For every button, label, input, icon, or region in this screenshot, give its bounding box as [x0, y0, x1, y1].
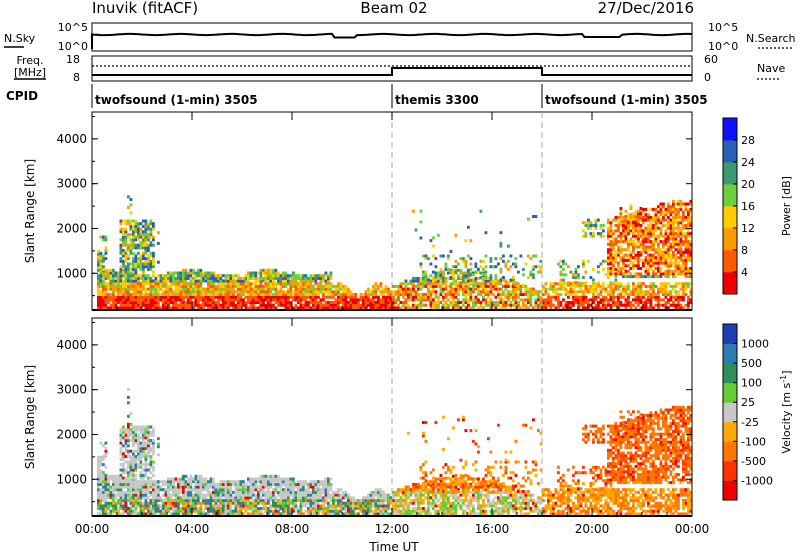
- x-axis-label: Time UT: [368, 540, 419, 554]
- colorbar-tick-label: -25: [741, 416, 759, 429]
- y-tick-label: 4000: [56, 338, 87, 352]
- velocity-panel: 1000 2000 3000 4000 Slant Range [km] 00:00 04:…: [23, 317, 793, 536]
- x-tick-label: 12:00: [375, 522, 410, 536]
- colorbar-tick-label: 100: [741, 377, 762, 390]
- nsky-label: N.Sky: [4, 32, 36, 45]
- cpid-mode-label: themis 3300: [395, 93, 479, 107]
- x-tick-label: 20:00: [575, 522, 610, 536]
- y-axis-label: Slant Range [km]: [23, 159, 37, 263]
- nsky-trace: [91, 32, 693, 49]
- colorbar-label: Velocity [m s-1]: [779, 370, 793, 453]
- freq-trace: [92, 67, 692, 76]
- colorbar-tick-label: 8: [741, 244, 748, 257]
- nsearch-tick-bottom: 10^0: [708, 40, 738, 53]
- y-axis-label: Slant Range [km]: [23, 365, 37, 469]
- nsky-tick-top: 10^5: [58, 21, 88, 34]
- nsky-panel: N.Sky 10^5 10^0 10^5 10^0 N.Search: [4, 21, 796, 53]
- y-tick-label: 4000: [56, 132, 87, 146]
- colorbar-tick-label: -100: [741, 435, 766, 448]
- power-cells: [97, 195, 693, 310]
- cpid-mode-label: twofsound (1-min) 3505: [545, 93, 708, 107]
- colorbar-label: Power [dB]: [780, 176, 793, 236]
- y-tick-label: 3000: [56, 177, 87, 191]
- cpid-mode-label: twofsound (1-min) 3505: [95, 93, 258, 107]
- freq-tick-bottom: 8: [73, 71, 80, 84]
- velocity-colorbar: 1000 500 100 25 -25 -100 -500 -1000 Velocity [m …: [722, 323, 793, 501]
- y-tick-label: 3000: [56, 383, 87, 397]
- beam-title: Beam 02: [360, 0, 427, 17]
- y-tick-label: 1000: [56, 472, 87, 486]
- x-tick-label: 08:00: [275, 522, 310, 536]
- colorbar-tick-label: 1000: [741, 338, 769, 351]
- freq-label: Freq.: [16, 54, 43, 67]
- power-panel: 1000 2000 3000 4000 Slant Range [km] 4 8 12 16 20…: [23, 111, 793, 311]
- x-tick-label: 00:00: [75, 522, 110, 536]
- nave-label: Nave: [757, 62, 785, 75]
- freq-tick-top: 18: [66, 53, 80, 66]
- cpid-label: CPID: [6, 89, 38, 103]
- cpid-strip: CPID twofsound (1-min) 3505 themis 3300 tw…: [6, 84, 708, 108]
- nsky-tick-bottom: 10^0: [58, 40, 88, 53]
- x-tick-label: 00:00: [675, 522, 710, 536]
- x-tick-label: 04:00: [175, 522, 210, 536]
- nsearch-tick-top: 10^5: [708, 21, 738, 34]
- colorbar-tick-label: -1000: [741, 474, 773, 487]
- y-tick-label: 2000: [56, 427, 87, 441]
- nave-tick-top: 60: [704, 53, 718, 66]
- colorbar-tick-label: -500: [741, 455, 766, 468]
- freq-panel: Freq. [MHz] 18 8 60 0 Nave: [14, 53, 786, 84]
- colorbar-tick-label: 20: [741, 178, 755, 191]
- colorbar-tick-label: 16: [741, 200, 755, 213]
- nsearch-label: N.Search: [746, 32, 796, 45]
- colorbar-tick-label: 28: [741, 134, 755, 147]
- power-colorbar: 4 8 12 16 20 24 28 Power [dB]: [722, 117, 793, 295]
- colorbar-tick-label: 24: [741, 156, 755, 169]
- date-title: 27/Dec/2016: [598, 0, 694, 17]
- station-title: Inuvik (fitACF): [92, 0, 198, 17]
- y-tick-label: 1000: [56, 266, 87, 280]
- colorbar-tick-label: 25: [741, 396, 755, 409]
- colorbar-tick-label: 500: [741, 357, 762, 370]
- y-tick-label: 2000: [56, 221, 87, 235]
- velocity-cells: [97, 387, 693, 516]
- x-tick-label: 16:00: [475, 522, 510, 536]
- colorbar-tick-label: 4: [741, 266, 748, 279]
- colorbar-tick-label: 12: [741, 222, 755, 235]
- freq-unit-label: [MHz]: [14, 66, 46, 79]
- nave-tick-bottom: 0: [704, 71, 711, 84]
